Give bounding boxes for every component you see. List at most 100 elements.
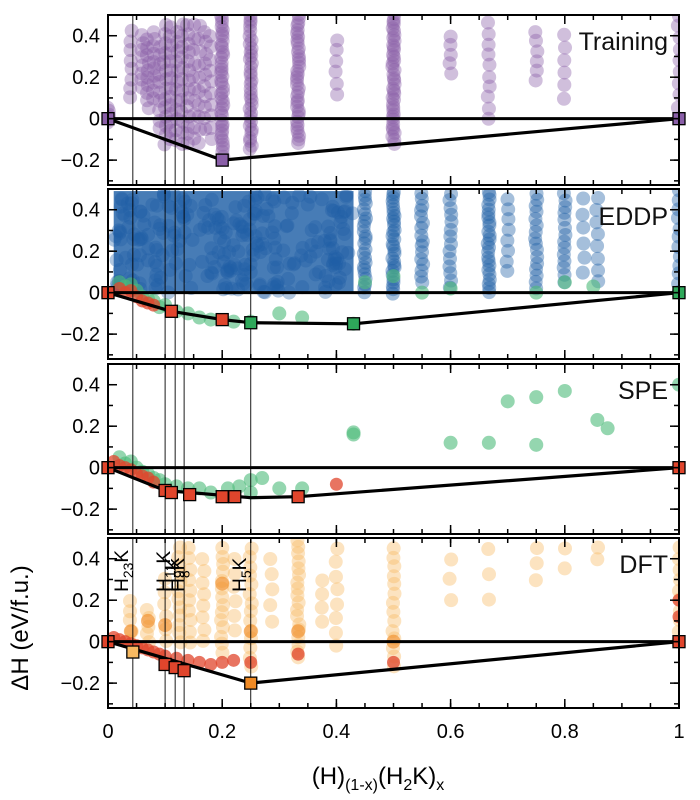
data-point: [558, 200, 573, 215]
data-point: [386, 205, 401, 220]
data-point: [182, 63, 197, 78]
data-point: [228, 594, 243, 609]
data-point: [330, 582, 345, 597]
data-point: [215, 29, 230, 44]
data-point: [387, 218, 402, 233]
data-point: [333, 215, 348, 230]
data-point: [198, 122, 213, 137]
phase-label-base: H: [154, 578, 175, 592]
data-point: [290, 602, 305, 617]
data-point: [222, 259, 237, 274]
data-point: [156, 225, 171, 240]
data-point: [269, 260, 284, 275]
data-point: [386, 122, 401, 137]
data-point: [482, 192, 497, 207]
data-point: [481, 542, 496, 557]
data-point: [339, 189, 354, 203]
data-point: [357, 207, 372, 222]
data-point: [137, 217, 152, 232]
data-point: [109, 253, 124, 268]
data-point: [386, 211, 401, 226]
phase-label-base: H: [169, 578, 190, 592]
data-point: [387, 243, 402, 258]
y-tick-label: 0.2: [72, 590, 100, 612]
data-point: [267, 277, 282, 292]
data-point: [290, 67, 305, 82]
data-point: [290, 23, 305, 38]
data-point-secondary: [232, 479, 247, 494]
data-point: [481, 210, 496, 225]
data-point: [157, 585, 172, 600]
data-point: [481, 254, 496, 269]
hull-point: [291, 490, 305, 504]
data-point: [135, 49, 150, 64]
data-point: [308, 267, 323, 282]
x-axis-title-sub-2: 2: [403, 777, 412, 794]
data-point: [252, 278, 267, 293]
data-point: [248, 229, 263, 244]
data-point: [290, 89, 305, 104]
data-point: [576, 236, 591, 251]
data-point: [387, 614, 402, 629]
data-point: [216, 98, 231, 113]
data-point: [529, 541, 544, 556]
data-point: [152, 48, 167, 63]
data-point: [181, 603, 196, 618]
data-point: [442, 259, 457, 274]
data-point: [181, 541, 196, 556]
data-point-tertiary: [672, 610, 679, 624]
data-point: [244, 138, 259, 153]
data-point: [672, 64, 679, 79]
data-point: [215, 119, 230, 134]
data-point: [290, 538, 305, 548]
data-point: [480, 236, 495, 251]
y-tick-label: 0: [89, 283, 100, 305]
data-point: [557, 234, 572, 249]
data-point: [162, 262, 177, 277]
data-point: [113, 232, 128, 247]
data-point: [557, 27, 572, 42]
data-point: [181, 45, 196, 60]
phase-label-tail: K: [169, 557, 190, 570]
data-point: [174, 28, 189, 43]
data-point: [197, 79, 212, 94]
data-point: [575, 207, 590, 222]
data-point: [318, 268, 333, 283]
data-point: [387, 246, 402, 261]
data-point: [265, 614, 280, 629]
data-point: [215, 137, 230, 152]
data-point: [133, 204, 148, 219]
data-point: [196, 205, 211, 220]
data-point: [135, 58, 150, 73]
data-point: [242, 29, 257, 44]
data-point: [268, 240, 283, 255]
data-point-tertiary: [227, 653, 241, 667]
data-point: [443, 237, 458, 252]
data-point: [386, 81, 401, 96]
data-point: [167, 225, 182, 240]
data-point: [481, 245, 496, 260]
data-point: [482, 215, 497, 230]
data-point: [163, 89, 178, 104]
data-point: [558, 40, 573, 55]
data-point: [243, 133, 258, 148]
data-point: [386, 541, 401, 556]
data-point: [156, 189, 171, 204]
data-point: [280, 218, 295, 233]
data-point: [443, 37, 458, 52]
data-point: [191, 97, 206, 112]
data-point: [140, 40, 155, 55]
data-point: [281, 271, 296, 286]
data-point: [123, 53, 138, 68]
data-point: [444, 552, 459, 567]
data-point: [357, 214, 372, 229]
data-point: [557, 212, 572, 227]
data-point: [672, 540, 679, 555]
data-point: [214, 40, 229, 55]
data-point: [244, 33, 259, 48]
data-point: [308, 244, 323, 259]
data-point: [141, 55, 156, 70]
data-point: [216, 598, 231, 613]
data-point: [529, 262, 544, 277]
data-point: [133, 232, 148, 247]
